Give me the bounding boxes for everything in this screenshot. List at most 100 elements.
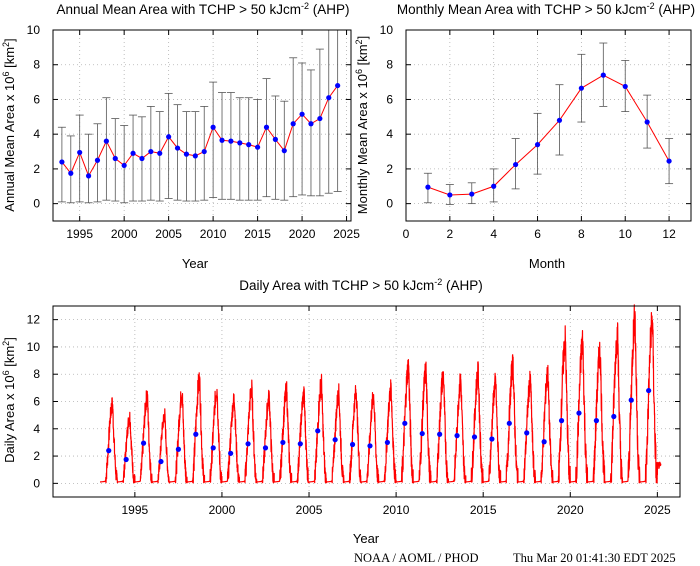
daily-mean-point: [315, 428, 321, 434]
footer-timestamp: Thu Mar 20 01:41:30 EDT 2025: [513, 551, 676, 565]
daily-mean-point: [123, 456, 129, 463]
daily-y-ticks: 0 2 4 6 8 10 12: [27, 313, 680, 490]
monthly-y-tick-label: 4: [386, 127, 393, 141]
annual-mean-point: [166, 134, 172, 140]
daily-mean-point: [489, 436, 495, 442]
annual-error-bars: [57, 29, 342, 204]
daily-y-tick-label: 12: [27, 313, 41, 327]
annual-x-tick-label: 2000: [111, 227, 138, 241]
annual-mean-point: [192, 153, 198, 159]
annual-x-tick-label: 1995: [66, 227, 93, 241]
annual-mean-point: [94, 157, 101, 163]
annual-x-tick-label: 2010: [200, 227, 227, 241]
daily-mean-point: [384, 439, 390, 446]
daily-mean-point: [158, 458, 164, 465]
daily-mean-point: [593, 418, 600, 424]
daily-mean-point: [332, 437, 338, 443]
monthly-title: Monthly Mean Area with TCHP > 50 kJcm-2 …: [397, 1, 695, 17]
daily-x-tick-label: 1995: [122, 503, 149, 517]
annual-y-ticks: 0 2 4 6 8 10: [27, 23, 351, 211]
annual-panel: Annual Mean Area with TCHP > 50 kJcm-2 (…: [1, 1, 360, 271]
annual-mean-point: [308, 121, 314, 127]
daily-mean-point: [175, 446, 181, 452]
daily-mean-point: [367, 443, 373, 449]
annual-y-tick-label: 4: [33, 127, 40, 141]
monthly-plot-frame: [405, 29, 692, 222]
monthly-mean-point: [447, 192, 453, 198]
daily-mean-point: [262, 445, 269, 451]
monthly-mean-point: [469, 191, 475, 197]
daily-y-tick-label: 8: [33, 367, 40, 381]
daily-mean-point: [558, 418, 565, 424]
annual-y-tick-label: 2: [33, 162, 40, 176]
daily-x-axis-label: Year: [353, 531, 380, 546]
daily-mean-point: [193, 431, 199, 437]
annual-mean-point: [228, 138, 234, 144]
annual-y-tick-label: 0: [33, 197, 40, 211]
annual-mean-point: [290, 121, 296, 127]
annual-mean-point: [59, 159, 65, 165]
annual-mean-point: [317, 115, 323, 122]
annual-mean-point: [201, 148, 207, 155]
daily-mean-point: [437, 431, 443, 437]
annual-mean-point: [77, 149, 83, 156]
monthly-mean-point: [666, 158, 672, 164]
annual-x-ticks: 1995 2000 2005 2010 2015 2020 2025: [66, 30, 360, 241]
annual-mean-point: [210, 124, 216, 130]
daily-grid: [53, 306, 680, 497]
daily-mean-point: [402, 420, 408, 426]
daily-mean-point: [419, 430, 425, 437]
footer-credit: NOAA / AOML / PHOD: [354, 551, 479, 565]
daily-mean-point: [280, 439, 286, 446]
annual-mean-point: [335, 82, 341, 89]
daily-mean-point: [611, 413, 617, 420]
annual-mean-point: [281, 148, 287, 154]
monthly-x-tick-label: 4: [490, 227, 497, 241]
annual-mean-point: [139, 155, 145, 162]
daily-mean-point: [628, 397, 634, 403]
monthly-y-tick-label: 0: [386, 197, 393, 211]
monthly-x-tick-label: 10: [619, 227, 633, 241]
monthly-error-bars: [423, 42, 674, 205]
daily-area-line: [99, 304, 662, 484]
daily-mean-point: [228, 450, 234, 456]
monthly-x-ticks: 0 2 4 6 8 10 12: [403, 30, 676, 241]
monthly-mean-point: [534, 142, 541, 148]
daily-mean-point: [576, 410, 582, 416]
daily-x-tick-label: 2000: [209, 503, 236, 517]
annual-mean-point: [174, 145, 181, 151]
annual-mean-point: [237, 140, 243, 146]
monthly-x-axis-label: Month: [529, 256, 565, 271]
monthly-y-tick-label: 2: [386, 162, 393, 176]
annual-y-tick-label: 8: [33, 58, 40, 72]
daily-mean-point: [471, 434, 478, 440]
daily-mean-point: [349, 441, 356, 448]
daily-mean-point: [524, 430, 530, 436]
monthly-mean-point: [600, 72, 606, 78]
monthly-x-tick-label: 8: [578, 227, 585, 241]
annual-mean-point: [326, 95, 332, 101]
monthly-y-axis-label: Monthly Mean Area x 106 [km2]: [354, 36, 370, 214]
annual-mean-point: [263, 124, 270, 130]
monthly-y-tick-label: 6: [386, 92, 393, 106]
monthly-x-tick-label: 0: [403, 227, 410, 241]
annual-x-tick-label: 2025: [333, 227, 360, 241]
monthly-mean-point: [556, 117, 563, 123]
monthly-y-tick-label: 8: [386, 58, 393, 72]
daily-x-tick-label: 2010: [383, 503, 410, 517]
monthly-mean-point: [491, 183, 497, 189]
annual-mean-point: [246, 142, 252, 148]
daily-x-tick-label: 2015: [470, 503, 497, 517]
daily-mean-point: [454, 433, 460, 439]
monthly-y-ticks: 0 2 4 6 8 10: [380, 23, 691, 211]
annual-title: Annual Mean Area with TCHP > 50 kJcm-2 (…: [56, 1, 349, 17]
monthly-mean-line: [427, 74, 670, 196]
annual-mean-point: [219, 137, 225, 143]
annual-mean-point: [130, 150, 136, 156]
daily-x-tick-label: 2020: [557, 503, 584, 517]
daily-y-axis-label: Daily Area x 106 [km2]: [1, 337, 17, 463]
monthly-x-tick-label: 2: [447, 227, 454, 241]
monthly-panel: Monthly Mean Area with TCHP > 50 kJcm-2 …: [354, 1, 695, 271]
daily-x-tick-label: 2025: [644, 503, 671, 517]
